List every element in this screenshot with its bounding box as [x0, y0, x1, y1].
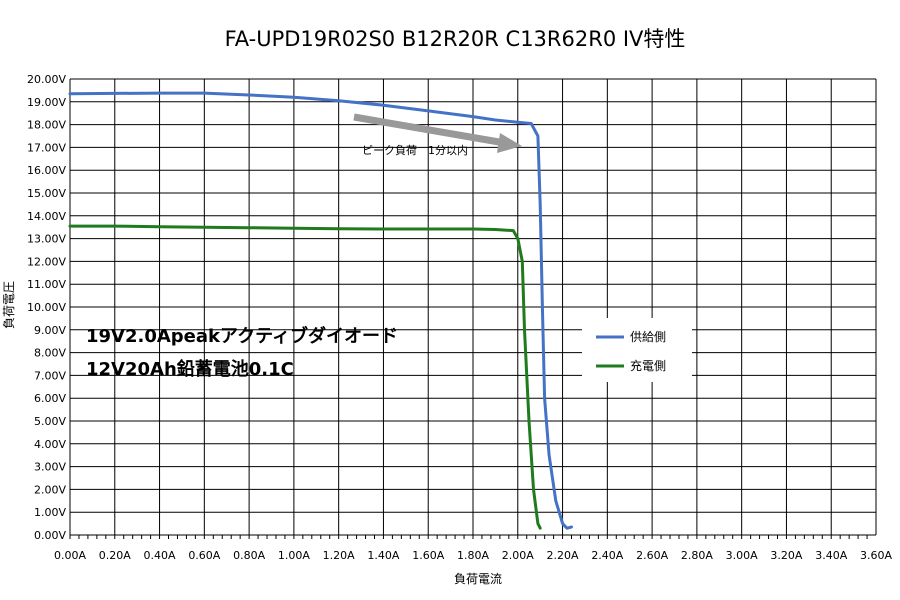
peak-arrow-shaft — [353, 113, 506, 147]
x-tick-label: 2.00A — [502, 549, 534, 562]
x-tick-label: 0.60A — [188, 549, 220, 562]
legend-label-charge: 充電側 — [630, 358, 666, 373]
x-tick-label: 3.00A — [726, 549, 758, 562]
x-tick-label: 3.60A — [860, 549, 892, 562]
y-tick-label: 14.00V — [27, 210, 66, 223]
x-tick-label: 0.00A — [54, 549, 86, 562]
x-tick-label: 1.00A — [278, 549, 310, 562]
y-tick-label: 15.00V — [27, 187, 66, 200]
y-tick-labels: 0.00V 1.00V 2.00V 3.00V 4.00V 5.00V 6.00V 7.00V… — [27, 73, 66, 542]
x-tick-label: 0.40A — [144, 549, 176, 562]
x-tick-label: 2.60A — [636, 549, 668, 562]
y-tick-label: 13.00V — [27, 233, 66, 246]
grid — [69, 78, 877, 539]
series-line-supply — [68, 91, 573, 530]
y-tick-label: 11.00V — [27, 278, 66, 291]
y-tick-label: 4.00V — [34, 438, 66, 451]
x-tick-label: 3.20A — [770, 549, 802, 562]
y-tick-label: 3.00V — [34, 461, 66, 474]
y-tick-label: 0.00V — [34, 529, 66, 542]
y-tick-label: 8.00V — [34, 347, 66, 360]
x-tick-label: 1.80A — [457, 549, 489, 562]
x-tick-labels: 0.00A 0.20A 0.40A 0.60A 0.80A 1.00A 1.20A 1.40A… — [54, 549, 892, 562]
y-tick-label: 12.00V — [27, 255, 66, 268]
y-tick-label: 16.00V — [27, 164, 66, 177]
y-tick-label: 7.00V — [34, 369, 66, 382]
x-tick-label: 3.40A — [815, 549, 847, 562]
y-tick-label: 9.00V — [34, 324, 66, 337]
y-tick-label: 6.00V — [34, 392, 66, 405]
y-tick-label: 10.00V — [27, 301, 66, 314]
x-tick-label: 1.20A — [323, 549, 355, 562]
annotation-battery: 12V20Ah鉛蓄電池0.1C — [86, 358, 294, 380]
y-axis-label: 負荷電圧 — [2, 281, 16, 329]
x-tick-label: 2.20A — [547, 549, 579, 562]
series-line-charge — [68, 224, 542, 530]
y-tick-label: 1.00V — [34, 506, 66, 519]
chart-title: FA-UPD19R02S0 B12R20R C13R62R0 IV特性 — [225, 27, 686, 51]
legend-label-supply: 供給側 — [630, 330, 666, 344]
legend: 供給側 充電側 — [582, 318, 692, 382]
x-tick-label: 0.80A — [233, 549, 265, 562]
x-tick-label: 0.20A — [99, 549, 131, 562]
x-axis-label: 負荷電流 — [454, 572, 502, 586]
x-tick-label: 1.60A — [412, 549, 444, 562]
y-tick-label: 2.00V — [34, 483, 66, 496]
annotation-diode: 19V2.0Apeakアクティブダイオード — [86, 325, 398, 347]
y-tick-label: 20.00V — [27, 73, 66, 86]
peak-annotation: ピーク負荷 1分以内 — [362, 143, 468, 157]
y-tick-label: 19.00V — [27, 96, 66, 109]
series-layer — [68, 91, 573, 530]
legend-box — [582, 318, 692, 382]
y-tick-label: 5.00V — [34, 415, 66, 428]
y-tick-label: 18.00V — [27, 119, 66, 132]
x-tick-label: 2.80A — [681, 549, 713, 562]
peak-arrow-head — [497, 133, 522, 153]
x-tick-label: 2.40A — [591, 549, 623, 562]
x-tick-label: 1.40A — [367, 549, 399, 562]
y-tick-label: 17.00V — [27, 141, 66, 154]
